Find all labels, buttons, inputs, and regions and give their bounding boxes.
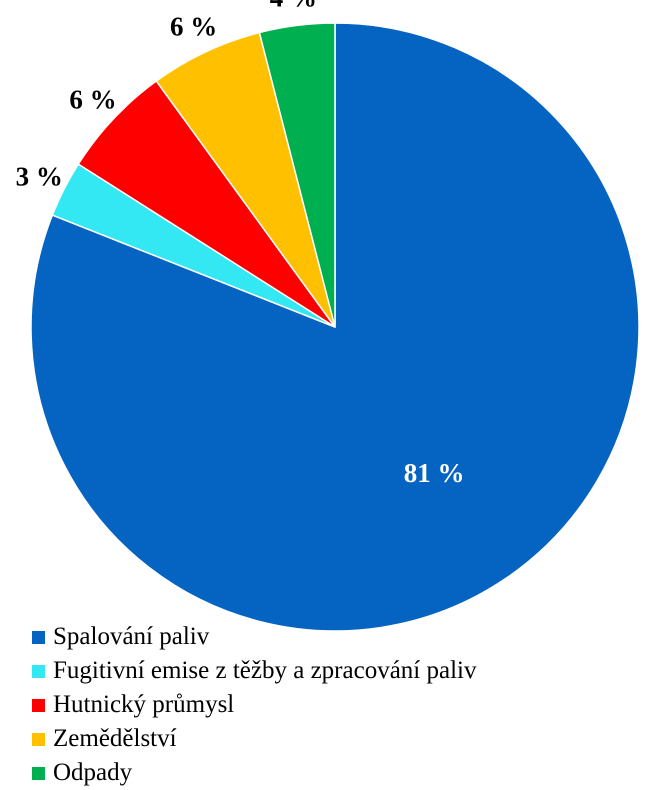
legend-item-spalovani-paliv: Spalování paliv bbox=[32, 620, 476, 654]
legend-swatch bbox=[32, 766, 45, 780]
pie-slices bbox=[30, 22, 640, 632]
legend-item-odpady: Odpady bbox=[32, 756, 476, 790]
legend-label: Hutnický průmysl bbox=[53, 691, 235, 718]
pie-data-labels: 81 % 3 % 6 % 6 % 4 % bbox=[16, 0, 465, 488]
legend-swatch bbox=[32, 630, 45, 644]
legend-item-hutnicky-prumysl: Hutnický průmysl bbox=[32, 688, 476, 722]
legend-label: Zemědělství bbox=[53, 725, 177, 752]
legend-item-zemedelstvi: Zemědělství bbox=[32, 722, 476, 756]
data-label-spalovani-paliv: 81 % bbox=[404, 458, 465, 488]
legend-swatch bbox=[32, 664, 45, 678]
data-label-fugitivni-emise-z-tezby-a-zpracovani-paliv: 3 % bbox=[16, 161, 63, 191]
legend-swatch bbox=[32, 732, 45, 746]
legend-label: Fugitivní emise z těžby a zpracování pal… bbox=[53, 657, 477, 684]
legend-swatch bbox=[32, 698, 45, 712]
data-label-zemedelstvi: 6 % bbox=[170, 12, 217, 42]
legend-label: Odpady bbox=[53, 759, 133, 786]
pie-slice-odpady bbox=[258, 22, 336, 328]
chart-legend: Spalování paliv Fugitivní emise z těžby a… bbox=[32, 620, 476, 790]
data-label-hutnicky-prumysl: 6 % bbox=[69, 85, 116, 115]
data-label-odpady: 4 % bbox=[270, 0, 317, 13]
legend-label: Spalování paliv bbox=[53, 623, 210, 650]
legend-item-fugitivni-emise-z-tezby-a-zpracovani-paliv: Fugitivní emise z těžby a zpracování pal… bbox=[32, 654, 476, 688]
